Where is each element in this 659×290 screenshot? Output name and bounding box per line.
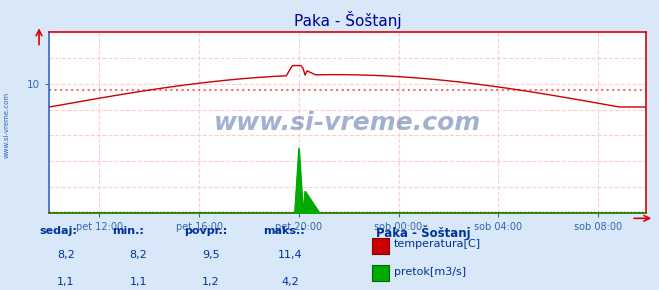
Title: Paka - Šoštanj: Paka - Šoštanj	[294, 11, 401, 29]
Text: 1,1: 1,1	[57, 277, 74, 287]
Text: povpr.:: povpr.:	[185, 226, 228, 236]
Text: maks.:: maks.:	[264, 226, 305, 236]
Bar	[372, 238, 389, 254]
Text: sedaj:: sedaj:	[40, 226, 77, 236]
Text: www.si-vreme.com: www.si-vreme.com	[3, 92, 10, 158]
Text: temperatura[C]: temperatura[C]	[394, 239, 481, 249]
Text: 1,1: 1,1	[130, 277, 147, 287]
Text: 8,2: 8,2	[57, 250, 74, 260]
Text: 9,5: 9,5	[202, 250, 219, 260]
Text: 11,4: 11,4	[277, 250, 302, 260]
Text: 8,2: 8,2	[130, 250, 147, 260]
Text: 4,2: 4,2	[281, 277, 299, 287]
Text: 1,2: 1,2	[202, 277, 219, 287]
Text: pretok[m3/s]: pretok[m3/s]	[394, 267, 466, 277]
Text: www.si-vreme.com: www.si-vreme.com	[214, 110, 481, 135]
Text: Paka - Šoštanj: Paka - Šoštanj	[376, 225, 471, 240]
Bar	[372, 265, 389, 281]
Text: min.:: min.:	[112, 226, 144, 236]
